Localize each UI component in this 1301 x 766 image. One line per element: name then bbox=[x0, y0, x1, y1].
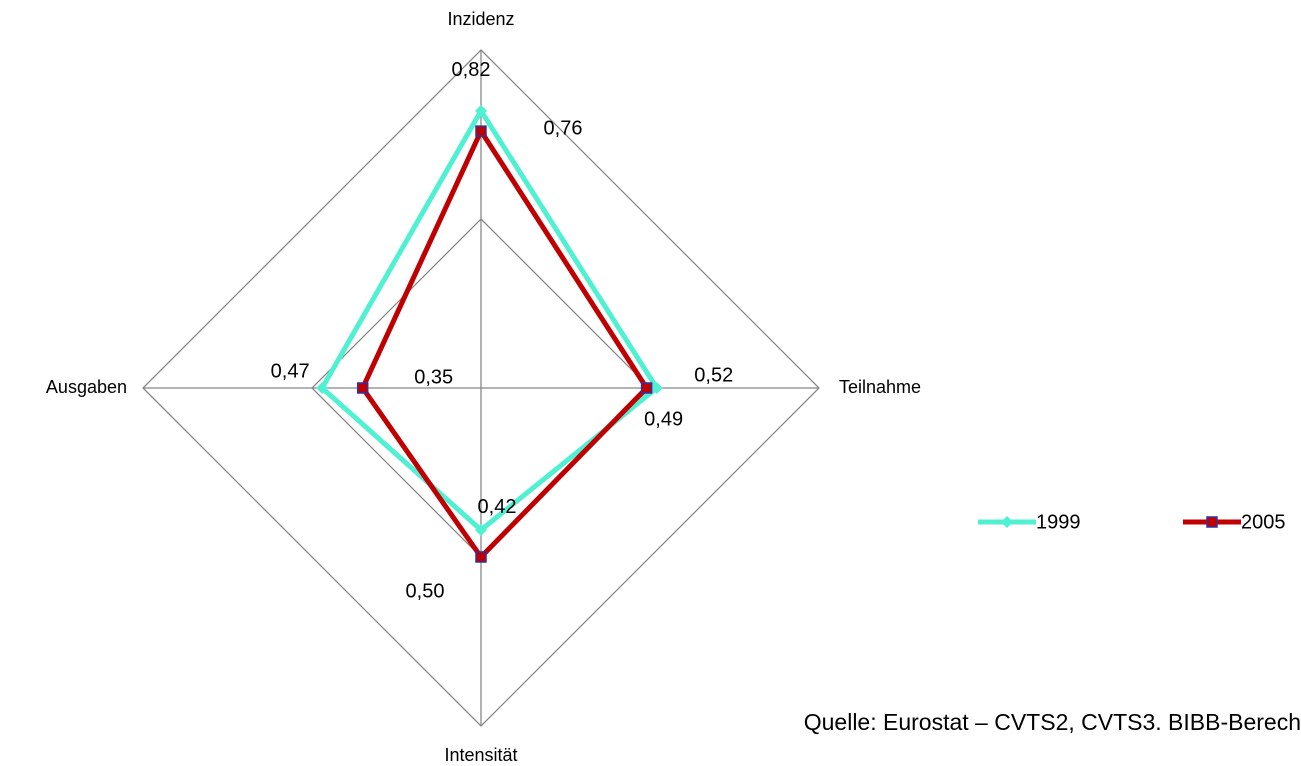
marker bbox=[316, 382, 329, 394]
axis-label: Inzidenz bbox=[447, 9, 514, 29]
source-note: Quelle: Eurostat – CVTS2, CVTS3. BIBB-Be… bbox=[804, 709, 1301, 735]
marker bbox=[475, 551, 487, 563]
data-label: 0,35 bbox=[414, 366, 453, 388]
axis-label: Intensität bbox=[444, 745, 517, 765]
series-line bbox=[359, 125, 650, 561]
data-label: 0,47 bbox=[271, 360, 310, 382]
data-label: 0,76 bbox=[544, 117, 583, 139]
legend-marker bbox=[1206, 516, 1218, 528]
data-label: 0,49 bbox=[644, 408, 683, 430]
legend-label: 1999 bbox=[1036, 511, 1081, 533]
marker bbox=[475, 125, 487, 137]
data-label: 0,52 bbox=[694, 364, 733, 386]
marker bbox=[356, 382, 369, 394]
legend-label: 2005 bbox=[1241, 511, 1286, 533]
data-label: 0,50 bbox=[406, 580, 445, 602]
marker bbox=[475, 104, 487, 117]
marker bbox=[475, 523, 487, 536]
data-label: 0,42 bbox=[478, 496, 517, 518]
series-line bbox=[318, 106, 661, 534]
axis-label: Ausgaben bbox=[46, 377, 127, 397]
marker bbox=[650, 382, 663, 394]
axis-label: Teilnahme bbox=[839, 377, 921, 397]
data-label: 0,82 bbox=[452, 59, 491, 81]
legend-marker bbox=[1001, 516, 1013, 528]
marker bbox=[640, 382, 653, 394]
